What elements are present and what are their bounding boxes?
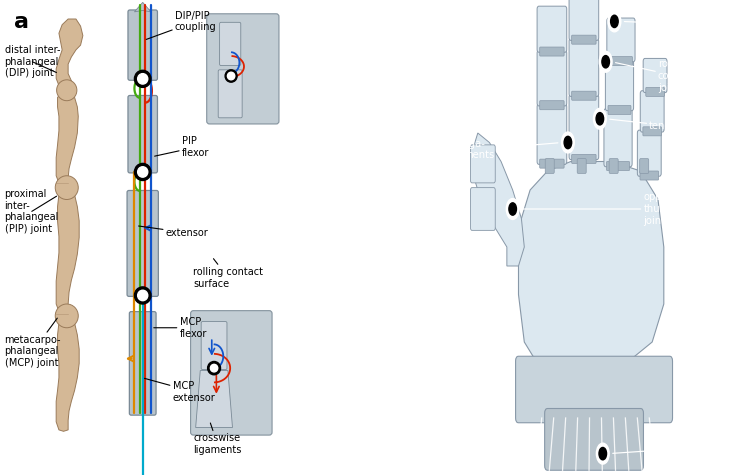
Circle shape [599,447,607,460]
Text: a: a [14,12,29,32]
Polygon shape [56,191,79,314]
Circle shape [56,304,78,328]
FancyBboxPatch shape [127,190,158,296]
Circle shape [210,364,218,372]
Text: DIP/PIP
coupling: DIP/PIP coupling [146,10,216,39]
Circle shape [596,113,604,125]
FancyBboxPatch shape [516,356,673,423]
Circle shape [134,163,151,180]
FancyBboxPatch shape [540,47,564,56]
Text: PIP
flexor: PIP flexor [155,136,210,158]
FancyBboxPatch shape [471,145,495,183]
Text: MCP
flexor: MCP flexor [154,317,207,339]
FancyBboxPatch shape [540,159,564,168]
Text: MCP
extensor: MCP extensor [144,379,216,403]
Circle shape [506,199,519,219]
FancyBboxPatch shape [578,159,587,173]
Text: tendons: tendons [610,119,689,131]
FancyBboxPatch shape [129,312,156,415]
Circle shape [562,132,575,153]
Circle shape [207,361,221,375]
Circle shape [137,290,148,301]
Text: opposable
thumb
joint: opposable thumb joint [523,192,695,226]
Polygon shape [134,2,151,12]
FancyBboxPatch shape [640,159,649,173]
FancyBboxPatch shape [569,95,599,160]
FancyBboxPatch shape [643,127,662,136]
FancyBboxPatch shape [569,0,599,40]
Circle shape [564,136,572,149]
FancyBboxPatch shape [537,104,567,164]
Circle shape [137,167,148,177]
Circle shape [56,176,78,200]
Polygon shape [518,162,664,370]
Circle shape [611,15,618,28]
Text: extensor: extensor [139,226,209,238]
Circle shape [509,203,517,215]
Text: b: b [475,12,490,32]
FancyBboxPatch shape [545,159,554,173]
FancyBboxPatch shape [537,50,567,106]
Text: rolling
contact
joint: rolling contact joint [616,59,695,93]
FancyBboxPatch shape [638,130,661,176]
FancyBboxPatch shape [572,91,596,100]
Polygon shape [56,93,78,185]
FancyBboxPatch shape [207,14,279,124]
FancyBboxPatch shape [219,70,242,118]
FancyBboxPatch shape [610,57,632,66]
FancyBboxPatch shape [605,60,634,111]
Polygon shape [472,133,524,266]
Circle shape [134,287,151,304]
FancyBboxPatch shape [201,322,227,370]
FancyBboxPatch shape [540,101,564,110]
FancyBboxPatch shape [608,105,631,114]
FancyBboxPatch shape [569,38,599,96]
Circle shape [593,108,606,129]
FancyBboxPatch shape [640,171,659,180]
Circle shape [596,443,609,464]
FancyBboxPatch shape [572,154,596,163]
FancyBboxPatch shape [219,22,241,66]
FancyBboxPatch shape [471,188,495,230]
Text: liga-
ments: liga- ments [463,139,558,161]
FancyBboxPatch shape [641,91,664,132]
Circle shape [602,56,610,68]
Circle shape [608,11,621,32]
FancyBboxPatch shape [544,408,644,470]
Text: silicone
padding: silicone padding [624,13,698,35]
FancyBboxPatch shape [643,58,667,93]
Text: crosswise
ligaments: crosswise ligaments [193,423,242,455]
Circle shape [225,70,237,82]
FancyBboxPatch shape [609,159,618,173]
Text: rolling contact
surface: rolling contact surface [193,259,264,289]
Polygon shape [56,19,83,88]
Circle shape [56,80,77,101]
FancyBboxPatch shape [607,162,629,171]
Text: distal inter-
phalangeal
(DIP) joint: distal inter- phalangeal (DIP) joint [5,45,60,78]
Polygon shape [56,319,79,431]
Text: proximal
inter-
phalangeal
(PIP) joint: proximal inter- phalangeal (PIP) joint [5,189,59,234]
Text: tendons: tendons [613,444,698,454]
FancyBboxPatch shape [607,18,635,62]
FancyBboxPatch shape [537,6,567,52]
FancyBboxPatch shape [191,311,272,435]
Text: metacarpo-
phalangeal
(MCP) joint: metacarpo- phalangeal (MCP) joint [5,318,61,368]
Circle shape [599,51,612,72]
FancyBboxPatch shape [646,87,665,96]
Polygon shape [196,370,233,428]
Circle shape [134,70,151,87]
Circle shape [137,74,148,84]
FancyBboxPatch shape [128,10,158,80]
FancyBboxPatch shape [604,109,632,167]
FancyBboxPatch shape [572,35,596,44]
FancyBboxPatch shape [128,95,158,173]
Circle shape [228,72,235,80]
